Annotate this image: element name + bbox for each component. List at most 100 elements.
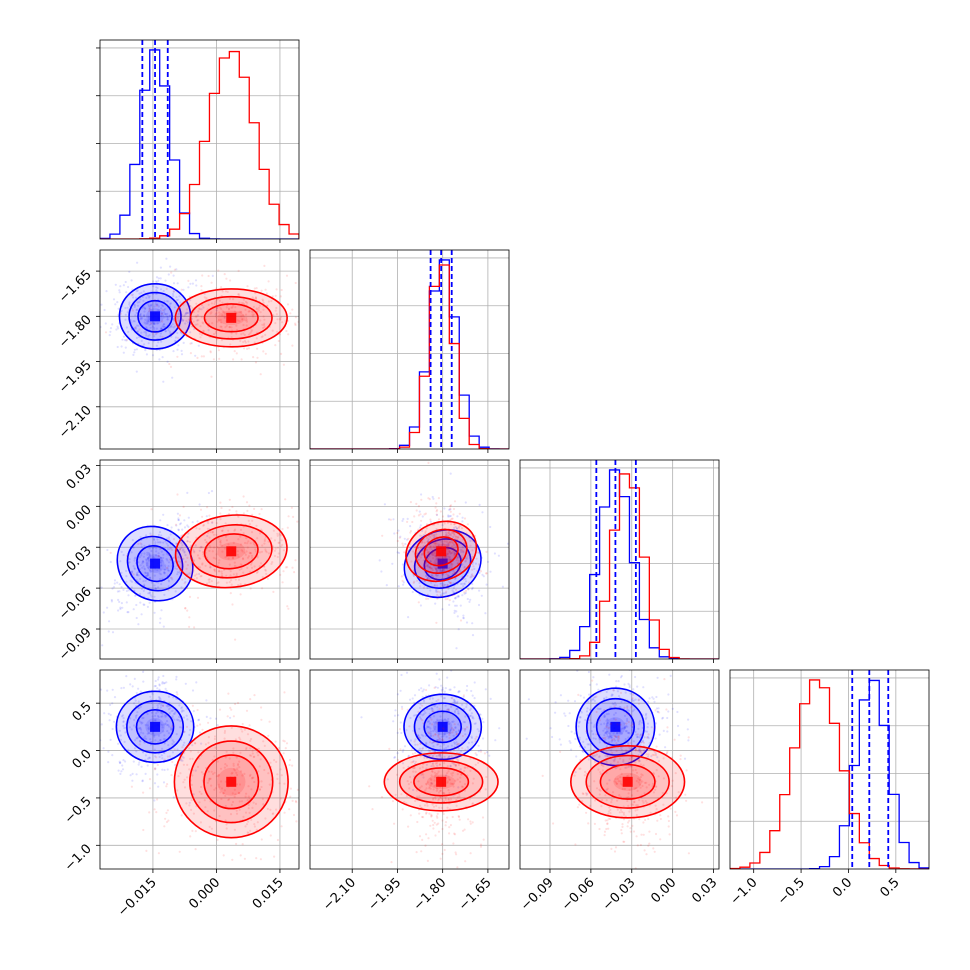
scatter-point	[160, 340, 163, 343]
scatter-point	[205, 515, 208, 518]
scatter-point	[434, 542, 437, 545]
scatter-point	[210, 490, 214, 493]
scatter-point	[139, 601, 142, 604]
scatter-point	[592, 696, 595, 699]
scatter-point	[634, 768, 637, 772]
scatter-point	[128, 726, 131, 729]
scatter-point	[182, 505, 185, 508]
scatter-point	[132, 644, 134, 646]
scatter-point	[153, 305, 156, 308]
scatter-point	[606, 722, 609, 725]
scatter-point	[167, 315, 170, 318]
scatter-point	[486, 751, 489, 754]
scatter-point	[604, 732, 607, 735]
scatter-point	[224, 326, 227, 329]
scatter-point	[163, 309, 166, 312]
scatter-point	[154, 739, 157, 742]
scatter-point	[585, 730, 588, 733]
scatter-point	[448, 732, 451, 735]
scatter-point	[244, 319, 247, 322]
scatter-point	[228, 508, 231, 512]
scatter-point	[441, 573, 444, 576]
scatter-point	[141, 566, 144, 569]
scatter-point	[602, 765, 605, 768]
y-tick-label: 0.5	[70, 699, 95, 724]
scatter-point	[452, 771, 455, 775]
scatter-point	[610, 749, 613, 752]
scatter-point	[652, 771, 655, 775]
scatter-point	[162, 730, 165, 733]
scatter-point	[252, 542, 256, 546]
scatter-point	[188, 595, 192, 599]
scatter-point	[75, 735, 77, 737]
scatter-point	[637, 758, 641, 762]
scatter-point	[240, 728, 243, 731]
scatter-point	[392, 720, 395, 723]
scatter-point	[138, 328, 141, 331]
scatter-point	[143, 331, 146, 334]
scatter-point	[177, 518, 180, 522]
scatter-point	[192, 320, 195, 323]
scatter-point	[433, 585, 436, 588]
scatter-point	[139, 740, 142, 743]
scatter-point	[418, 716, 422, 719]
scatter-point	[253, 565, 256, 568]
scatter-point	[623, 726, 626, 729]
scatter-point	[134, 304, 137, 307]
scatter-point	[229, 813, 233, 816]
scatter-point	[457, 559, 460, 562]
scatter-point	[156, 538, 159, 541]
scatter-point	[622, 760, 625, 763]
scatter-point	[233, 529, 236, 532]
scatter-point	[642, 801, 645, 804]
scatter-point	[451, 774, 454, 777]
scatter-point	[448, 737, 451, 740]
scatter-point	[440, 695, 443, 698]
scatter-point	[148, 553, 151, 557]
scatter-point	[669, 807, 672, 810]
scatter-point	[251, 749, 254, 752]
scatter-point	[634, 761, 637, 764]
scatter-point	[180, 726, 183, 729]
scatter-point	[455, 571, 458, 574]
scatter-point	[284, 566, 287, 569]
scatter-point	[242, 558, 245, 561]
scatter-point	[179, 547, 182, 551]
scatter-point	[462, 550, 465, 553]
scatter-point	[147, 315, 150, 318]
scatter-point	[641, 774, 644, 777]
scatter-point	[160, 304, 163, 307]
scatter-point	[190, 325, 193, 328]
scatter-point	[434, 796, 437, 799]
scatter-point	[432, 545, 435, 548]
scatter-point	[112, 586, 116, 589]
scatter-point	[412, 581, 415, 585]
scatter-point	[289, 312, 292, 315]
scatter-point	[452, 590, 455, 594]
scatter-point	[638, 799, 641, 802]
scatter-point	[417, 514, 420, 517]
scatter-point	[426, 708, 429, 711]
scatter-point	[627, 709, 631, 712]
scatter-point	[422, 776, 425, 779]
scatter-point	[117, 307, 120, 310]
scatter-point	[460, 527, 464, 530]
scatter-point	[248, 551, 251, 554]
scatter-point	[441, 738, 444, 741]
scatter-point	[636, 758, 639, 762]
scatter-point	[418, 526, 422, 529]
scatter-point	[283, 740, 286, 743]
scatter-point	[453, 741, 456, 744]
y-tick-label: −0.09	[56, 625, 95, 664]
scatter-point	[606, 819, 609, 822]
scatter-point	[162, 781, 166, 784]
scatter-point	[176, 316, 179, 319]
scatter-point	[456, 773, 459, 776]
scatter-point	[434, 762, 437, 765]
scatter-point	[592, 754, 595, 757]
scatter-point	[245, 709, 249, 712]
scatter-point	[209, 351, 212, 354]
scatter-point	[200, 308, 203, 311]
scatter-point	[213, 771, 216, 774]
scatter-point	[189, 757, 192, 761]
